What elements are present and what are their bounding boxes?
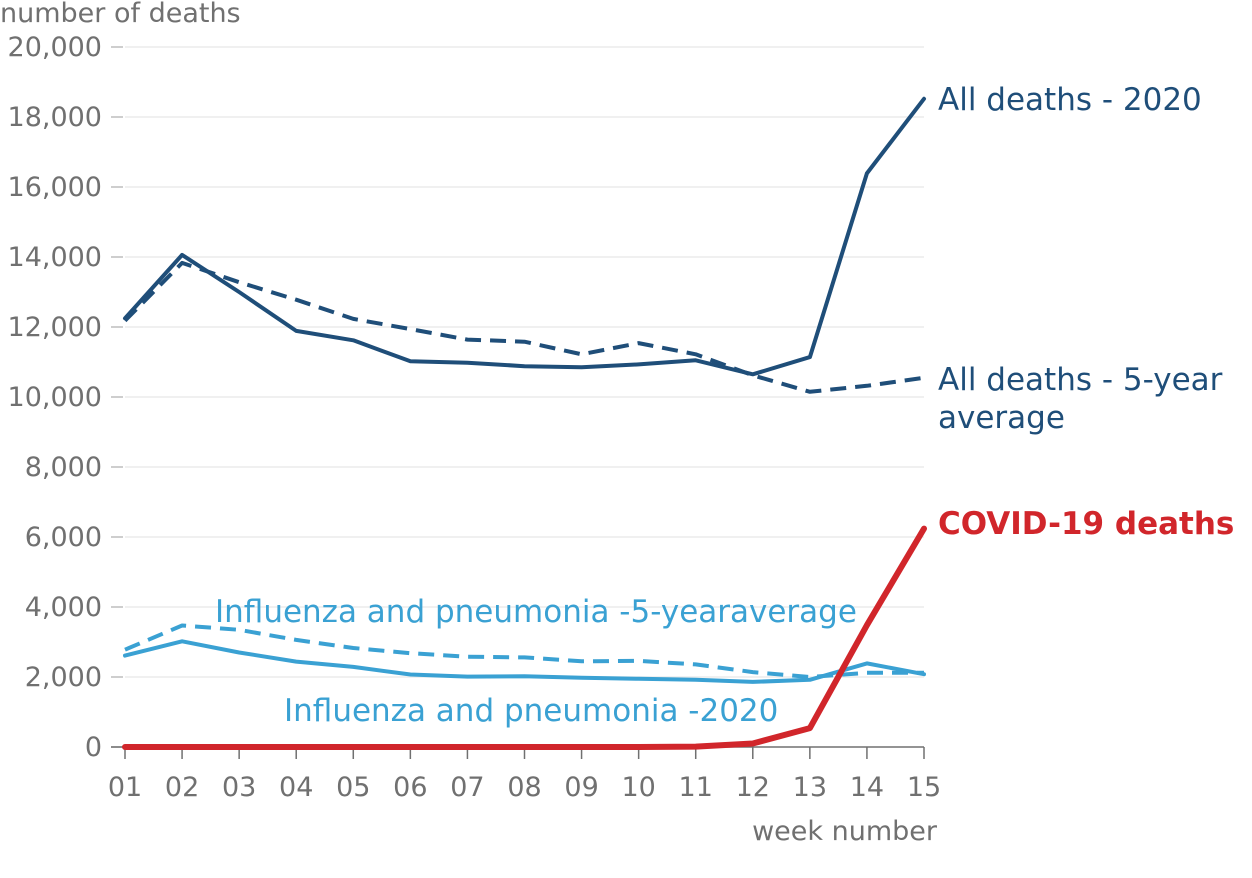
y-tick-label: 2,000 [25,662,102,693]
x-tick-label: 15 [907,772,941,803]
series-line-2 [123,260,925,394]
series-line-1 [123,96,926,377]
y-tick-label: 18,000 [8,102,102,133]
series-labels: All deaths - 2020 All deaths - 5-yearaver… [215,82,1234,729]
x-tick-label: 02 [165,772,199,803]
x-tick-label: 14 [850,772,884,803]
series-lines [122,96,927,750]
series-label-4: Influenza and pneumonia -2020 [284,693,778,729]
series-label-3: Influenza and pneumonia -5-yearaverage [215,594,857,630]
series-line-5 [122,525,927,750]
x-tick-label: 03 [222,772,256,803]
series-label-2: average [938,400,1065,436]
series-label-1: All deaths - 2020 [938,82,1202,118]
x-tick-label: 06 [393,772,427,803]
y-axis-title: number of deaths [0,0,241,29]
x-tick-label: 10 [621,772,655,803]
y-tick-label: 20,000 [8,32,102,63]
series-line-4 [123,639,926,684]
x-tick-label: 05 [336,772,370,803]
y-tick-label: 4,000 [25,592,102,623]
x-axis: 01 02 03 04 05 06 07 08 09 10 11 12 13 14 15 [108,746,941,803]
y-tick-label: 10,000 [8,382,102,413]
series-label-5: COVID-19 deaths [938,506,1234,542]
y-tick-label: 0 [85,732,102,763]
series-line-3 [124,623,924,679]
x-tick-label: 13 [793,772,827,803]
x-tick-label: 01 [108,772,142,803]
y-tick-label: 12,000 [8,312,102,343]
y-axis-ticks: 0 2,000 4,000 6,000 8,000 10,000 12,000 14,000 1… [8,32,123,763]
gridlines [125,46,924,678]
x-tick-label: 09 [564,772,598,803]
x-tick-label: 08 [507,772,541,803]
x-tick-label: 11 [679,772,713,803]
y-tick-label: 8,000 [25,452,102,483]
y-tick-label: 6,000 [25,522,102,553]
x-tick-label: 04 [279,772,313,803]
x-axis-title: week number [752,816,938,847]
y-tick-label: 16,000 [8,172,102,203]
x-tick-label: 07 [450,772,484,803]
x-tick-label: 12 [736,772,770,803]
series-label-2: All deaths - 5-year [938,362,1223,398]
y-tick-label: 14,000 [8,242,102,273]
